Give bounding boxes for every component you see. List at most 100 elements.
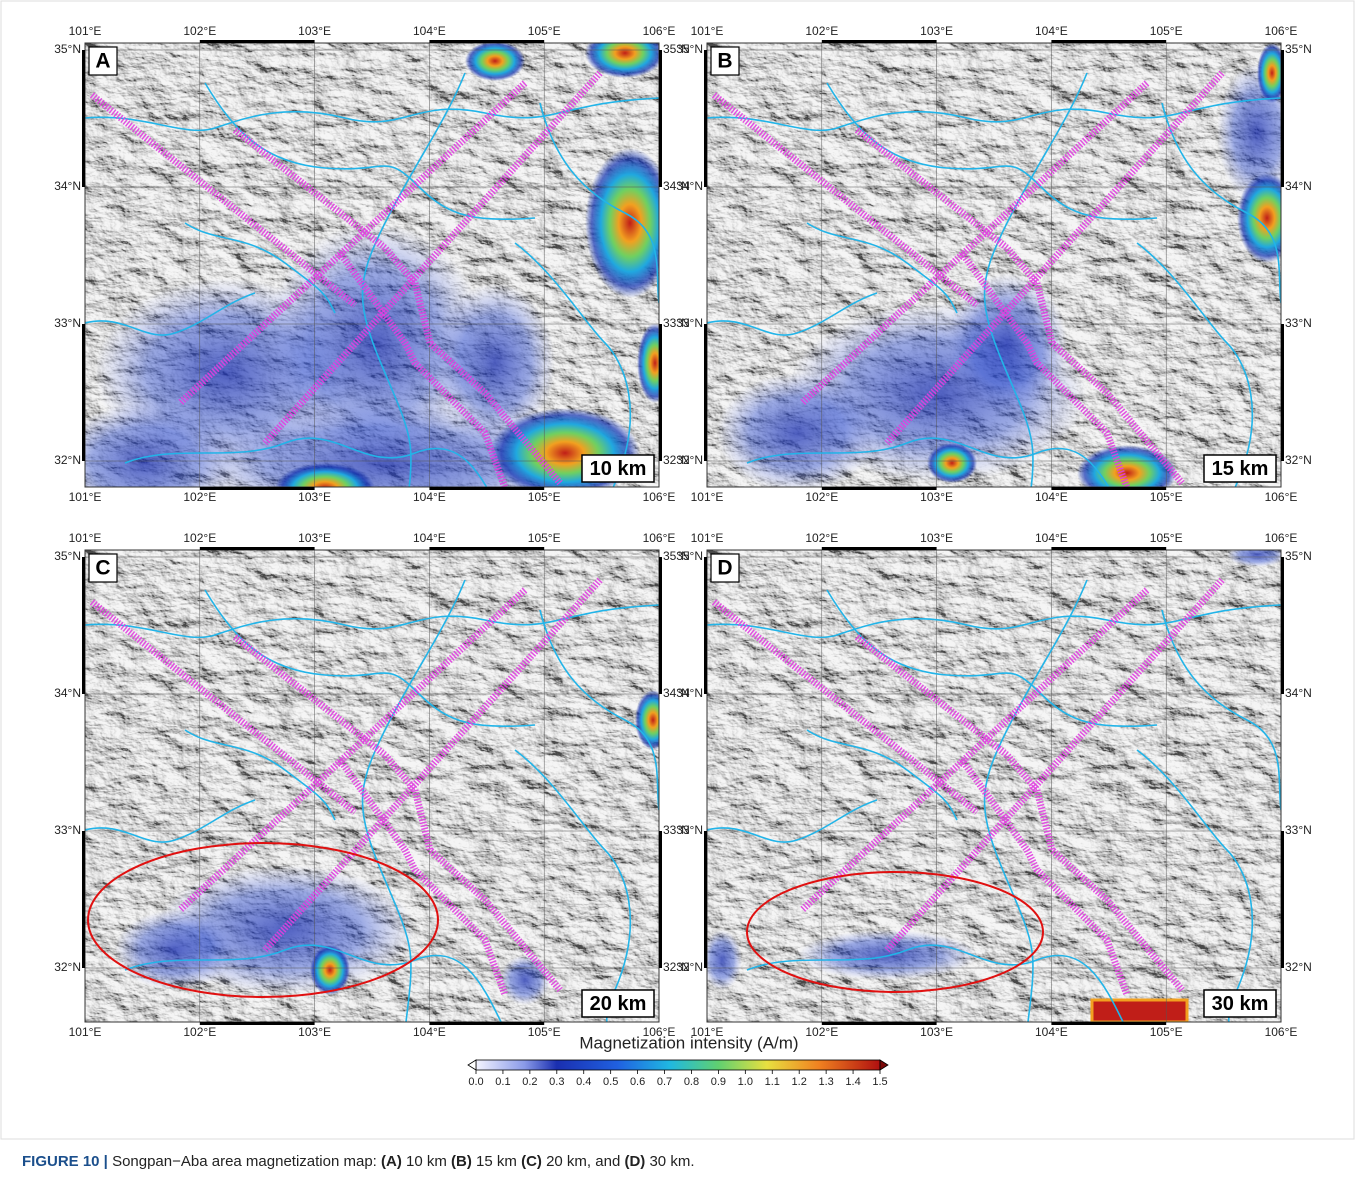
lon-label: 104°E — [413, 1025, 446, 1039]
lon-label: 105°E — [1150, 1025, 1183, 1039]
lon-label: 102°E — [183, 490, 216, 504]
colorbar-tick-label: 0.6 — [630, 1076, 645, 1088]
caption-ref: (A) — [381, 1153, 402, 1170]
page: Magnetization intensity (A/m) 101°E101°E… — [0, 0, 1355, 1184]
caption: FIGURE 10 | Songpan−Aba area magnetizati… — [22, 1153, 694, 1170]
colorbar-tick-label: 0.0 — [468, 1076, 483, 1088]
lon-label: 103°E — [920, 24, 953, 38]
lon-label: 106°E — [643, 490, 676, 504]
lon-label: 106°E — [643, 531, 676, 545]
map-body — [702, 543, 1287, 1033]
lon-label: 104°E — [413, 24, 446, 38]
magnetization-anomaly — [1092, 1000, 1187, 1022]
lon-label: 101°E — [691, 490, 724, 504]
colorbar-tick-label: 0.2 — [522, 1076, 537, 1088]
lat-label: 32°N — [54, 453, 81, 467]
panel-letter: C — [95, 557, 110, 580]
colorbar-tick-label: 1.2 — [792, 1076, 807, 1088]
panel-letter: D — [717, 557, 732, 580]
caption-ref: (D) — [624, 1153, 645, 1170]
colorbar-tick-label: 1.3 — [818, 1076, 833, 1088]
lon-label: 101°E — [69, 24, 102, 38]
lon-label: 101°E — [69, 531, 102, 545]
lat-label: 32°N — [1285, 453, 1312, 467]
lon-label: 104°E — [413, 490, 446, 504]
lat-label: 34°N — [676, 179, 703, 193]
lon-label: 105°E — [528, 24, 561, 38]
depth-label: 15 km — [1212, 458, 1269, 480]
lon-label: 105°E — [528, 531, 561, 545]
lon-label: 101°E — [69, 490, 102, 504]
colorbar-tick-label: 0.3 — [549, 1076, 564, 1088]
lon-label: 101°E — [691, 24, 724, 38]
caption-label: FIGURE 10 | — [22, 1153, 108, 1170]
lon-label: 103°E — [920, 1025, 953, 1039]
panel-letter: A — [95, 50, 110, 73]
caption-text: 20 km, and — [546, 1153, 620, 1170]
colorbar-tick-label: 0.1 — [495, 1076, 510, 1088]
lon-label: 105°E — [1150, 531, 1183, 545]
lat-label: 33°N — [676, 316, 703, 330]
lat-label: 32°N — [54, 960, 81, 974]
lat-label: 35°N — [54, 42, 81, 56]
lon-label: 102°E — [183, 24, 216, 38]
lat-label: 35°N — [676, 42, 703, 56]
lat-label: 32°N — [676, 960, 703, 974]
lon-label: 105°E — [528, 1025, 561, 1039]
magnetization-anomaly — [465, 41, 525, 81]
lat-label: 34°N — [1285, 179, 1312, 193]
magnetization-anomaly — [797, 930, 977, 980]
map-panel: 101°E101°E102°E102°E103°E103°E104°E104°E… — [676, 24, 1312, 525]
caption-text: 30 km. — [649, 1153, 694, 1170]
lon-label: 104°E — [1035, 24, 1068, 38]
magnetization-anomaly — [637, 323, 673, 403]
magnetization-anomaly — [927, 443, 977, 483]
lon-label: 106°E — [643, 24, 676, 38]
figure: Magnetization intensity (A/m) 101°E101°E… — [0, 0, 1355, 1140]
lon-label: 105°E — [1150, 24, 1183, 38]
lat-label: 33°N — [676, 823, 703, 837]
magnetization-anomaly — [702, 930, 742, 990]
lon-label: 103°E — [298, 490, 331, 504]
map-body — [707, 43, 1297, 526]
caption-text: Songpan−Aba area magnetization map: — [112, 1153, 377, 1170]
lat-label: 33°N — [1285, 316, 1312, 330]
lat-label: 35°N — [54, 549, 81, 563]
lon-label: 104°E — [1035, 1025, 1068, 1039]
lon-label: 105°E — [1150, 490, 1183, 504]
caption-text: 10 km — [406, 1153, 447, 1170]
colorbar-tick-label: 1.0 — [738, 1076, 753, 1088]
lat-label: 34°N — [54, 179, 81, 193]
caption-ref: (C) — [521, 1153, 542, 1170]
depth-label: 10 km — [590, 458, 647, 480]
colorbar — [476, 1060, 880, 1070]
lon-label: 104°E — [1035, 490, 1068, 504]
lon-label: 101°E — [69, 1025, 102, 1039]
colorbar-tick-label: 1.5 — [872, 1076, 887, 1088]
map-body — [85, 550, 671, 1033]
lon-label: 102°E — [183, 1025, 216, 1039]
colorbar-tick-label: 0.8 — [684, 1076, 699, 1088]
lat-label: 35°N — [1285, 549, 1312, 563]
lat-label: 34°N — [676, 686, 703, 700]
lon-label: 102°E — [805, 24, 838, 38]
map-panel: 101°E101°E102°E102°E103°E103°E104°E104°E… — [54, 531, 690, 1039]
colorbar-tick-label: 0.9 — [711, 1076, 726, 1088]
colorbar-end — [468, 1060, 476, 1070]
lon-label: 105°E — [528, 490, 561, 504]
lat-label: 34°N — [54, 686, 81, 700]
colorbar-end — [880, 1060, 888, 1070]
lon-label: 106°E — [1265, 1025, 1298, 1039]
lon-label: 104°E — [413, 531, 446, 545]
magnetization-anomaly — [1227, 543, 1287, 567]
magnetization-anomaly — [500, 955, 550, 1005]
lat-label: 34°N — [1285, 686, 1312, 700]
colorbar-tick-label: 1.4 — [845, 1076, 860, 1088]
lat-label: 32°N — [676, 453, 703, 467]
lat-label: 35°N — [676, 549, 703, 563]
lon-label: 103°E — [298, 1025, 331, 1039]
depth-label: 20 km — [590, 993, 647, 1015]
panel-letter: B — [717, 50, 732, 73]
magnetization-anomaly — [115, 910, 235, 990]
magnetization-anomaly — [490, 408, 640, 498]
